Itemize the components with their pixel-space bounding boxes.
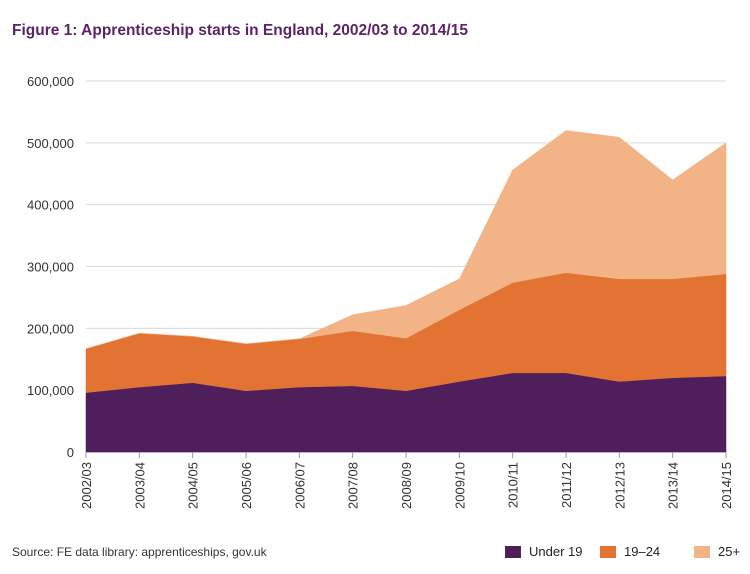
- x-tick-label: 2013/14: [666, 462, 681, 509]
- chart-title: Figure 1: Apprenticeship starts in Engla…: [12, 22, 468, 39]
- legend-swatch-under-19: [505, 545, 521, 558]
- source-note: Source: FE data library: apprenticeships…: [12, 545, 267, 559]
- legend-item-19-24: 19–24: [600, 544, 660, 559]
- x-tick-label: 2004/05: [186, 462, 201, 509]
- x-tick-label: 2003/04: [132, 462, 147, 509]
- legend-label-25-plus: 25+: [718, 544, 741, 559]
- y-tick-label: 400,000: [27, 198, 74, 213]
- x-tick-label: 2005/06: [239, 462, 254, 509]
- x-tick-label: 2010/11: [506, 462, 521, 508]
- y-tick-label: 600,000: [27, 74, 74, 89]
- legend-label-under-19: Under 19: [529, 544, 583, 559]
- legend-swatch-19-24: [600, 545, 616, 558]
- y-axis-ticks: 0 100,000 200,000 300,000 400,000 500,000 600,…: [27, 74, 74, 460]
- y-tick-label: 100,000: [27, 383, 74, 398]
- x-tick-label: 2012/13: [612, 462, 627, 509]
- y-tick-label: 300,000: [27, 260, 74, 275]
- legend-item-25-plus: 25+: [694, 544, 740, 559]
- y-tick-label: 200,000: [27, 321, 74, 336]
- x-tick-label: 2006/07: [292, 462, 307, 509]
- x-tick-label: 2007/08: [346, 462, 361, 509]
- area-series-25-: [85, 130, 727, 349]
- y-tick-label: 500,000: [27, 136, 74, 151]
- legend-label-19-24: 19–24: [624, 544, 661, 559]
- stacked-areas: [85, 130, 727, 453]
- x-tick-label: 2002/03: [79, 462, 94, 509]
- y-tick-label: 0: [67, 445, 74, 460]
- x-tick-label: 2011/12: [559, 462, 574, 508]
- legend-swatch-25-plus: [694, 545, 710, 558]
- legend-item-under-19: Under 19: [505, 544, 582, 559]
- x-tick-label: 2009/10: [452, 462, 467, 509]
- x-axis-ticks: 2002/03 2003/04 2004/05 2005/06 2006/07 2007/…: [79, 452, 734, 509]
- x-tick-label: 2014/15: [719, 462, 734, 509]
- x-tick-label: 2008/09: [399, 462, 414, 509]
